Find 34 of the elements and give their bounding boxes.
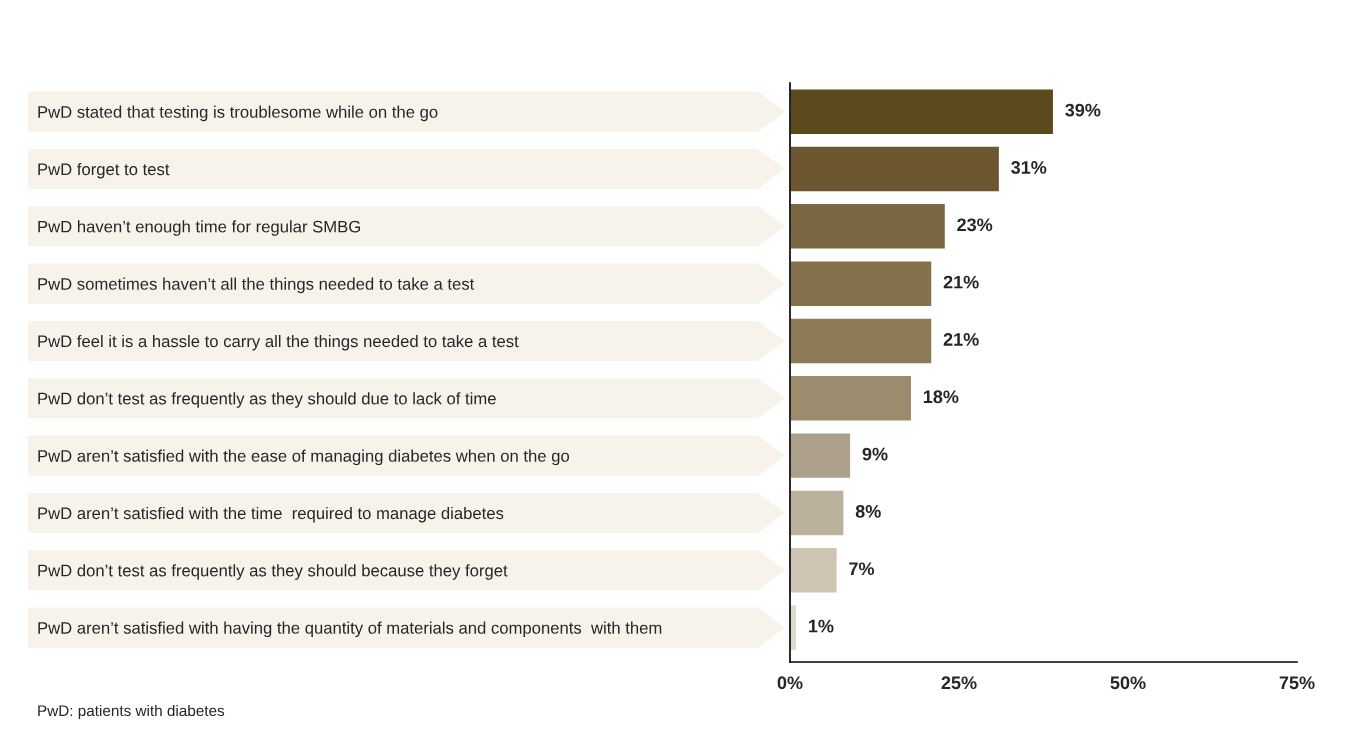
bar (790, 317, 933, 365)
y-tick-label: PwD haven’t enough time for regular SMBG (38, 220, 360, 236)
y-tick-label: PwD aren’t satisfied with the ease of managing diabetes when on the go (38, 449, 570, 466)
y-tick-label: PwD don’t test as frequently as they should due to lack of time (38, 392, 496, 408)
data-label: 21% (943, 275, 979, 289)
data-label: 1% (809, 619, 834, 633)
x-tick-label: 50% (1110, 676, 1146, 690)
bar (790, 260, 933, 308)
data-label: 31% (1011, 161, 1047, 174)
text: PwD: patients with diabetes (38, 704, 225, 720)
bar (790, 374, 913, 422)
x-tick-label: 75% (1279, 676, 1315, 690)
y-tick-label: PwD stated that testing is troublesome while on the go (38, 105, 438, 122)
bar (790, 489, 845, 537)
y-tick-label: PwD aren’t satisfied with the time required to manage diabetes (38, 506, 504, 523)
y-tick-label: PwD forget to test (38, 162, 170, 179)
y-tick-label: PwD sometimes haven’t all the things needed to take a test (38, 277, 475, 294)
bar (790, 145, 1001, 193)
bar (790, 431, 852, 480)
y-tick-label: PwD don’t test as frequently as they should because they forget (38, 564, 508, 580)
data-label: 21% (943, 333, 979, 346)
data-label: 9% (862, 447, 888, 461)
y-tick-label: PwD aren’t satisfied with having the quantity of materials and components with them (38, 621, 662, 638)
x-tick-label: 25% (941, 676, 977, 690)
y-tick-label: PwD feel it is a hassle to carry all the things needed to take a test (38, 334, 519, 351)
bar (790, 88, 1055, 136)
bar (790, 546, 839, 594)
data-label: 8% (855, 505, 881, 518)
data-label: 39% (1065, 103, 1101, 117)
data-label: 18% (923, 390, 959, 404)
bar (790, 202, 947, 250)
data-label: 7% (849, 562, 875, 576)
x-tick-label: 0% (777, 676, 803, 690)
data-label: 23% (957, 218, 993, 232)
